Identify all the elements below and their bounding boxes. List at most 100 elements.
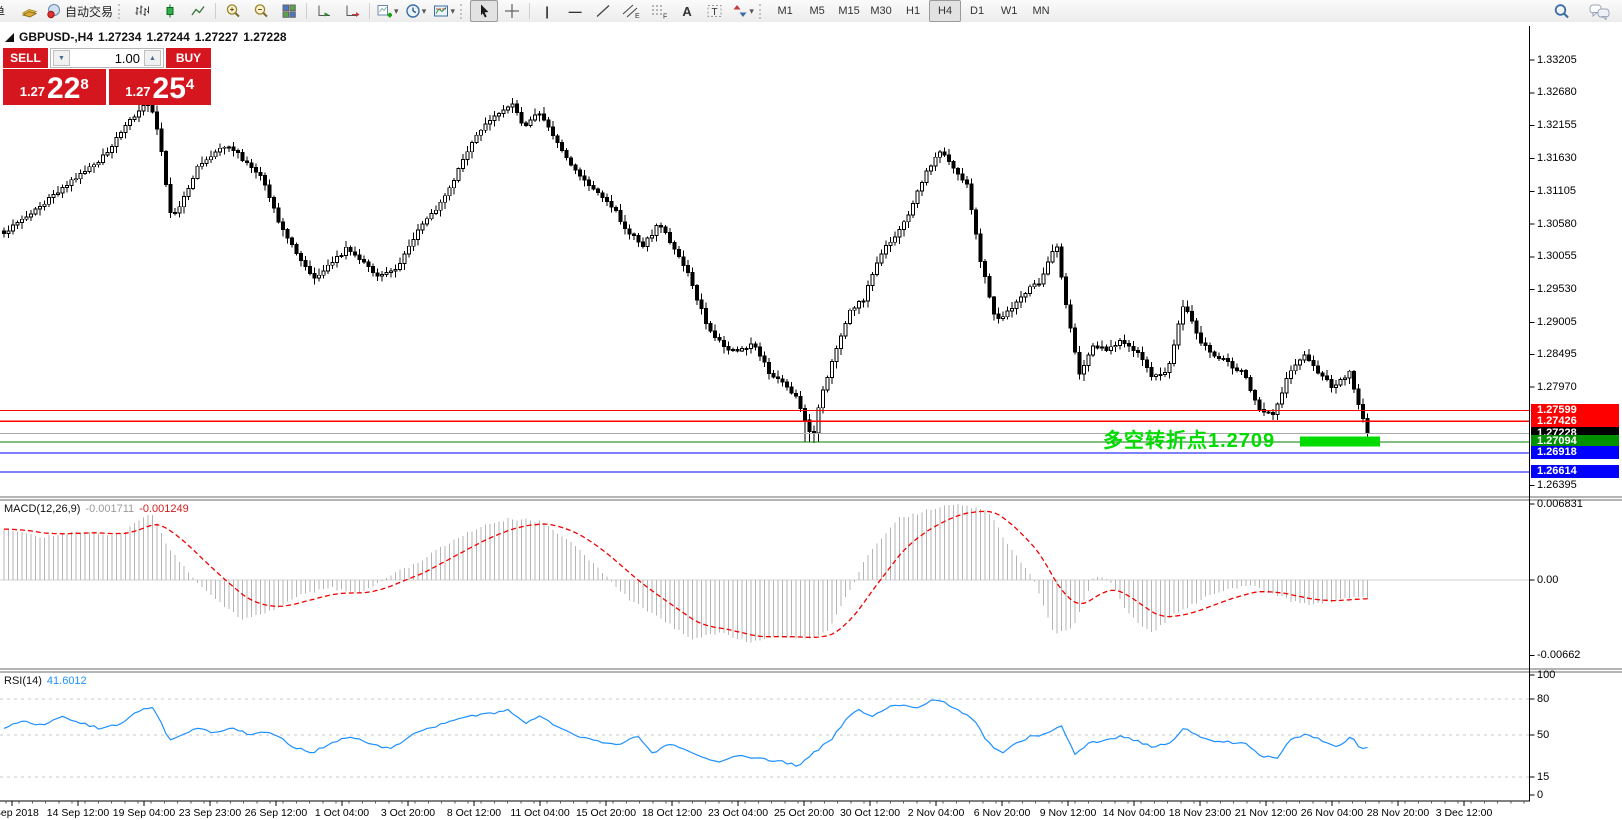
time-axis-label: 19 Sep 04:00	[112, 807, 176, 819]
template-icon	[433, 5, 448, 17]
chart-title: GBPUSD-,H4 1.27234 1.27244 1.27227 1.272…	[5, 30, 287, 44]
toolbar-right-icons	[1548, 0, 1614, 22]
time-axis-label: 23 Oct 04:00	[707, 807, 769, 819]
rsi-value: 41.6012	[46, 675, 87, 687]
fibonacci-tool-button[interactable]: F	[645, 0, 673, 22]
label-tool-button[interactable]: T	[701, 0, 729, 22]
new-indicator-button[interactable]: ▾	[373, 0, 402, 22]
price-line-label: 1.27094	[1531, 435, 1619, 449]
toolbar-grip	[118, 3, 124, 19]
time-axis-label: 14 Sep 12:00	[46, 807, 110, 819]
quote-high: 1.27244	[146, 30, 190, 44]
volume-control: ▼ 1.00 ▲	[50, 48, 164, 68]
timeframe-button-m1[interactable]: M1	[777, 5, 793, 17]
chart-annotation-text: 多空转折点1.2709	[1103, 430, 1276, 452]
autotrading-button[interactable]: 自动交易	[43, 0, 116, 22]
svg-text:T: T	[712, 7, 718, 18]
candlestick-icon	[166, 4, 174, 18]
chat-button[interactable]	[1586, 0, 1614, 22]
search-button[interactable]	[1548, 0, 1576, 22]
bar-chart-button[interactable]	[128, 0, 156, 22]
timeframe-button-mn[interactable]: MN	[1032, 5, 1050, 17]
cursor-icon	[480, 4, 489, 18]
toolbar-separator	[306, 3, 308, 19]
timeframe-button-m15[interactable]: M15	[838, 5, 860, 17]
auto-scroll-icon	[318, 5, 330, 17]
time-axis-label: 3 Oct 20:00	[380, 807, 436, 819]
chart-window-icon	[5, 32, 14, 42]
chart-shift-icon	[346, 5, 360, 17]
autotrading-icon	[46, 3, 62, 19]
timeframe-button-m5[interactable]: M5	[809, 5, 825, 17]
tile-windows-button[interactable]	[275, 0, 303, 22]
sell-price-button[interactable]: 1.27 22 8	[3, 69, 106, 105]
price-axis[interactable]: 1.33205 1.32680 1.32155 1.31630 1.31105 1.305…	[1531, 26, 1622, 820]
axis-tick-label: 1.32680	[1537, 86, 1577, 99]
timeframe-button-h1[interactable]: H1	[906, 5, 921, 17]
toolbar-grip	[460, 3, 466, 19]
buy-price-sup: 4	[185, 76, 195, 93]
macd-label: MACD(12,26,9) -0.001711 -0.001249	[4, 503, 189, 515]
chevron-down-icon[interactable]: ▾	[421, 5, 427, 16]
vertical-line-tool-button[interactable]: |	[533, 0, 561, 22]
yellow-book-icon	[21, 3, 38, 19]
zoom-out-button[interactable]	[247, 0, 275, 22]
axis-tick-label: 1.26395	[1537, 479, 1577, 492]
volume-decrease-button[interactable]: ▼	[53, 50, 70, 66]
search-icon	[1554, 3, 1569, 18]
chart-plot[interactable]	[0, 26, 1622, 820]
chart-shift-button[interactable]	[338, 0, 366, 22]
axis-tick-label: 100	[1537, 668, 1556, 681]
time-axis-label: 18 Oct 12:00	[641, 807, 703, 819]
price-line-label: 1.26918	[1531, 446, 1619, 460]
history-center-button[interactable]	[15, 0, 43, 22]
time-axis-label: 26 Nov 04:00	[1300, 807, 1364, 819]
toolbar-separator	[369, 3, 371, 19]
trendline-tool-button[interactable]	[589, 0, 617, 22]
buy-button[interactable]: BUY	[166, 48, 211, 68]
timeframe-button-w1[interactable]: W1	[1000, 5, 1018, 17]
chevron-down-icon[interactable]: ▾	[749, 5, 754, 16]
buy-price-button[interactable]: 1.27 25 4	[108, 69, 211, 105]
timeframe-button-h4[interactable]: H4	[929, 0, 962, 22]
axis-tick-label: 0	[1537, 788, 1544, 801]
candlestick-chart-button[interactable]	[156, 0, 184, 22]
axis-tick-label: 15	[1537, 770, 1550, 783]
chevron-down-icon[interactable]: ▾	[394, 5, 399, 16]
timeframe-button-d1[interactable]: D1	[970, 5, 985, 17]
quote-low: 1.27227	[194, 30, 239, 44]
time-axis-label: 18 Nov 23:00	[1168, 807, 1232, 819]
sell-price-prefix: 1.27	[19, 84, 46, 99]
toolbar-separator	[529, 3, 531, 19]
volume-increase-button[interactable]: ▲	[144, 50, 161, 66]
axis-tick-label: 1.31105	[1537, 184, 1576, 197]
time-axis-label: 11 Oct 04:00	[510, 807, 570, 819]
text-tool-button[interactable]: A	[673, 0, 701, 22]
line-chart-button[interactable]	[184, 0, 212, 22]
chevron-down-icon[interactable]: ▾	[450, 5, 456, 16]
sell-button[interactable]: SELL	[3, 48, 48, 68]
crosshair-tool-button[interactable]	[498, 0, 526, 22]
macd-name: MACD(12,26,9)	[4, 503, 81, 515]
quote-open: 1.27234	[98, 30, 142, 44]
cursor-tool-button[interactable]	[470, 0, 499, 22]
horizontal-line-tool-button[interactable]: —	[561, 0, 589, 22]
timeframe-button-m30[interactable]: M30	[870, 5, 892, 17]
periods-button[interactable]: ▾	[402, 0, 430, 22]
axis-tick-label: 80	[1537, 692, 1550, 705]
svg-text:F: F	[663, 14, 667, 20]
timeframe-bar: M1 M5 M15 M30 H1 H4 D1 W1 MN	[769, 0, 1057, 22]
auto-scroll-button[interactable]	[310, 0, 338, 22]
zoom-in-button[interactable]	[219, 0, 247, 22]
time-axis-label: 30 Oct 12:00	[839, 807, 901, 819]
channel-tool-button[interactable]: E	[617, 0, 645, 22]
arrows-tool-button[interactable]: ▾	[729, 0, 757, 22]
new-order-button[interactable]: 单	[0, 1, 15, 21]
price-line-label: 1.26614	[1531, 465, 1619, 479]
templates-button[interactable]: ▾	[430, 0, 459, 22]
trendline-icon	[596, 5, 610, 17]
volume-input[interactable]: 1.00	[114, 50, 140, 66]
macd-signal-value: -0.001249	[139, 503, 189, 515]
time-axis-label: 3 Sep 2018	[0, 807, 39, 819]
